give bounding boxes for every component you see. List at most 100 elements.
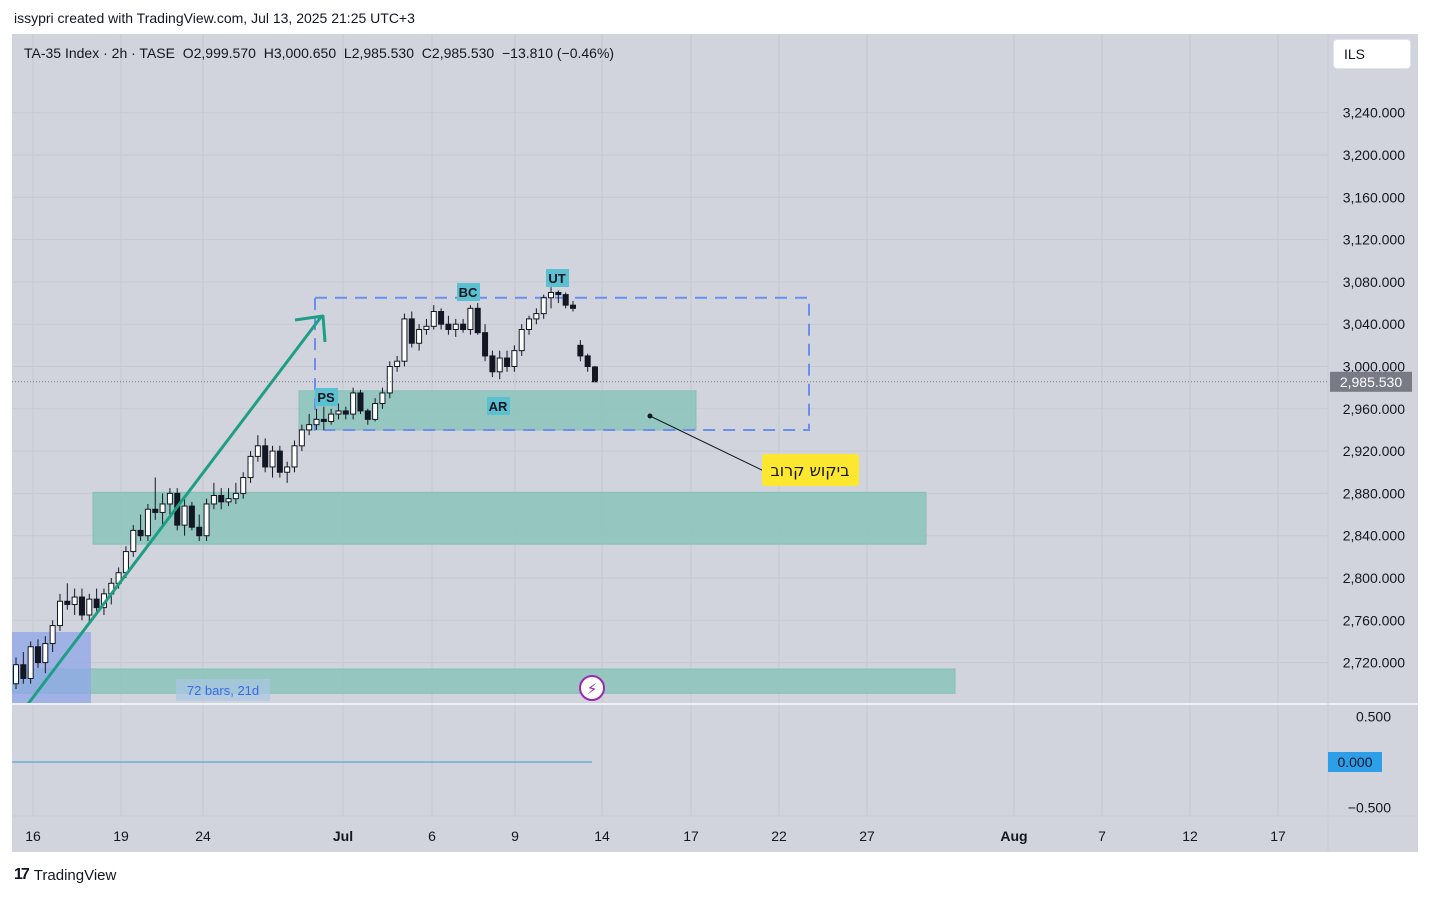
candle-body bbox=[291, 445, 298, 468]
tradingview-logo-icon: 17 bbox=[14, 866, 30, 883]
wyckoff-label-bg bbox=[487, 397, 510, 415]
candle-body bbox=[188, 505, 195, 528]
candle-body bbox=[240, 477, 247, 494]
candle-body bbox=[335, 410, 342, 415]
price-tick-label: 3,080.000 bbox=[1343, 274, 1405, 290]
candle-body bbox=[13, 664, 19, 685]
time-tick-label: Aug bbox=[1000, 828, 1027, 844]
candle-body bbox=[276, 450, 283, 473]
candle-body bbox=[423, 325, 430, 330]
symbol-label: TA-35 Index · 2h · TASE bbox=[24, 45, 175, 61]
candle-body bbox=[196, 526, 203, 537]
candles bbox=[13, 287, 598, 690]
price-tick-label: 2,720.000 bbox=[1343, 655, 1405, 671]
candle-body bbox=[262, 445, 269, 468]
candle-body bbox=[166, 492, 173, 505]
low-value: 2,985.530 bbox=[351, 45, 414, 61]
candle-body bbox=[203, 503, 210, 537]
time-tick-label: 17 bbox=[683, 828, 699, 844]
candle-body bbox=[27, 646, 34, 679]
lightning-icon bbox=[579, 675, 605, 701]
chart-canvas[interactable]: 72 bars, 21d PS BC AR UT ביקוש קרוב ⚡ 3,240.00… bbox=[12, 34, 1418, 852]
time-tick-label: 16 bbox=[25, 828, 41, 844]
measure-label: 72 bars, 21d bbox=[187, 683, 259, 698]
wyckoff-label-bg bbox=[457, 283, 480, 301]
candle-body bbox=[401, 318, 408, 362]
wyckoff-label: AR bbox=[489, 399, 508, 414]
candle-body bbox=[306, 424, 313, 431]
time-tick-label: 7 bbox=[1098, 828, 1106, 844]
candle-body bbox=[152, 508, 159, 513]
candle-body bbox=[555, 291, 562, 296]
currency-selector[interactable]: ILS bbox=[1333, 39, 1411, 69]
price-tick-label: 2,920.000 bbox=[1343, 443, 1405, 459]
candle-body bbox=[364, 410, 371, 420]
time-tick-label: 22 bbox=[771, 828, 787, 844]
candle-body bbox=[379, 392, 386, 405]
indicator-tick-label: 0.500 bbox=[1356, 709, 1391, 725]
high-value: 3,000.650 bbox=[273, 45, 337, 61]
close-label: C bbox=[421, 45, 432, 61]
price-tick-label: 2,800.000 bbox=[1343, 570, 1405, 586]
candle-body bbox=[540, 297, 547, 315]
price-tick-label: 3,200.000 bbox=[1343, 147, 1405, 163]
candle-body bbox=[247, 455, 254, 479]
candle-body bbox=[496, 357, 503, 373]
grid bbox=[12, 34, 1418, 852]
candle-body bbox=[350, 392, 357, 415]
candle-body bbox=[357, 392, 364, 412]
time-tick-label: Jul bbox=[333, 828, 353, 844]
candle-body bbox=[562, 294, 569, 306]
candle-body bbox=[342, 410, 349, 415]
callout-text: ביקוש קרוב bbox=[771, 461, 850, 480]
candle-body bbox=[394, 360, 401, 367]
candle-body bbox=[372, 403, 379, 420]
candle-body bbox=[159, 503, 166, 513]
candle-body bbox=[320, 418, 327, 422]
wyckoff-label-bg bbox=[315, 388, 338, 406]
candle-body bbox=[225, 498, 232, 503]
wyckoff-label: UT bbox=[548, 271, 565, 286]
candle-body bbox=[592, 366, 598, 383]
candle-body bbox=[526, 318, 533, 330]
candle-body bbox=[254, 445, 261, 457]
wyckoff-label: BC bbox=[459, 285, 478, 300]
time-tick-label: 27 bbox=[859, 828, 875, 844]
candle-body bbox=[313, 418, 320, 426]
price-tick-label: 3,120.000 bbox=[1343, 232, 1405, 248]
trend-arrow-line bbox=[26, 316, 323, 705]
candle-body bbox=[518, 328, 525, 352]
candle-body bbox=[504, 357, 511, 368]
candle-body bbox=[416, 328, 423, 344]
demand-zone-middle bbox=[92, 491, 927, 545]
overlays: 72 bars, 21d PS BC AR UT ביקוש קרוב ⚡ bbox=[12, 269, 1328, 763]
chart-background bbox=[12, 34, 1418, 852]
candle-body bbox=[71, 596, 78, 605]
lightning-icon-glyph: ⚡ bbox=[587, 680, 598, 698]
candle-body bbox=[269, 450, 276, 468]
candle-body bbox=[284, 466, 291, 473]
candle-body bbox=[430, 311, 437, 327]
candle-body bbox=[548, 291, 555, 299]
footer-brand: 17 TradingView bbox=[14, 866, 116, 884]
candle-body bbox=[386, 366, 393, 394]
candle-body bbox=[181, 505, 188, 526]
indicator-value-badge bbox=[1328, 752, 1382, 772]
close-value: 2,985.530 bbox=[431, 45, 495, 61]
candle-body bbox=[86, 598, 93, 616]
candle-body bbox=[56, 600, 63, 627]
candle-body bbox=[49, 625, 56, 645]
wyckoff-label: PS bbox=[317, 390, 335, 405]
price-tick-label: 3,240.000 bbox=[1343, 105, 1405, 121]
last-price-badge bbox=[1330, 371, 1412, 392]
candle-body bbox=[64, 600, 71, 605]
ohlc-legend: TA-35 Index · 2h · TASE O2,999.570 H3,00… bbox=[24, 45, 614, 61]
candle-body bbox=[438, 311, 445, 325]
candle-body bbox=[408, 318, 415, 344]
candle-body bbox=[482, 332, 489, 357]
callout-pointer-line bbox=[649, 415, 765, 472]
indicator-tick-label: −0.500 bbox=[1348, 800, 1391, 816]
candle-body bbox=[232, 492, 239, 500]
candle-body bbox=[511, 350, 518, 368]
candle-body bbox=[570, 304, 577, 309]
